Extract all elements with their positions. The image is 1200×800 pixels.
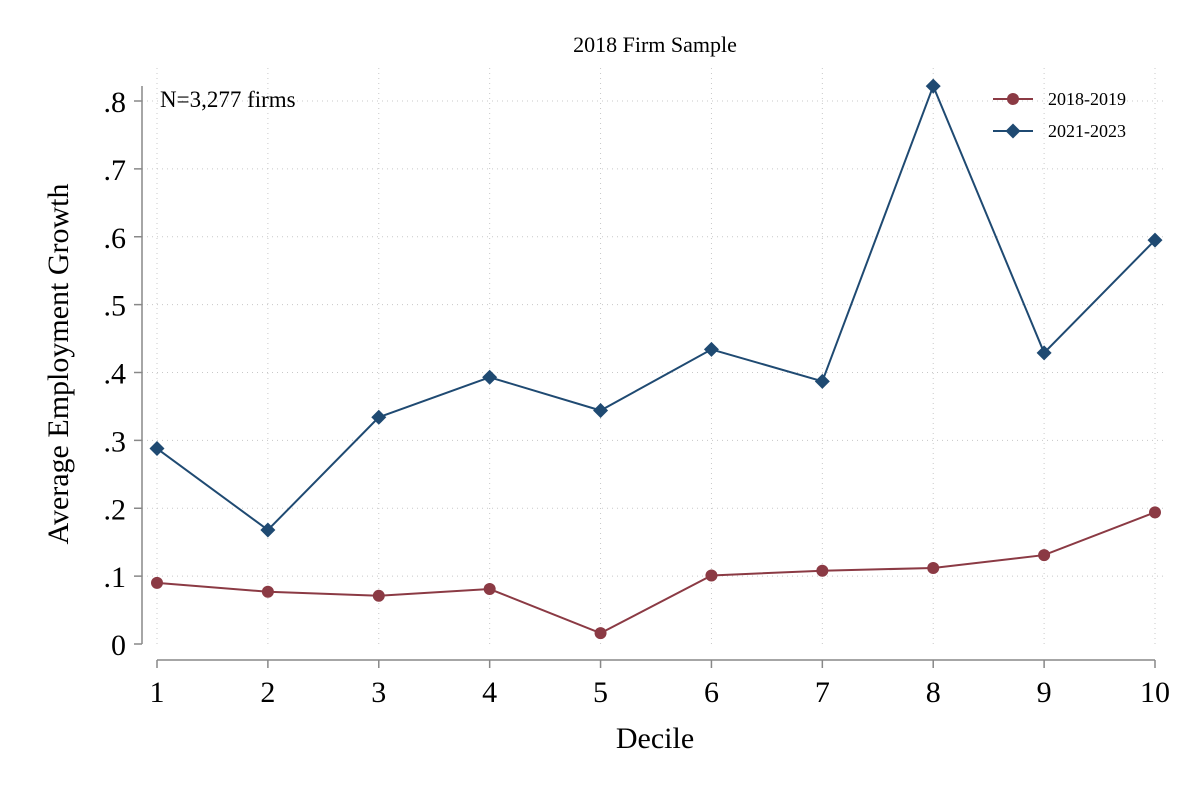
axes <box>134 86 1156 668</box>
data-point-circle <box>151 576 163 589</box>
x-tick-label: 7 <box>815 676 830 709</box>
legend-marker-circle <box>1007 93 1019 105</box>
y-tick-label: .1 <box>104 561 127 594</box>
data-point-circle <box>1038 549 1051 562</box>
y-tick-label: .4 <box>104 358 127 391</box>
x-tick-label: 4 <box>482 676 497 709</box>
series-line <box>156 83 1156 532</box>
x-tick-label: 1 <box>150 676 165 709</box>
data-point-circle <box>483 583 496 596</box>
y-tick-label: .5 <box>104 290 127 323</box>
grid-lines <box>142 68 1165 644</box>
x-tick-label: 5 <box>593 676 608 709</box>
data-point-diamond <box>814 373 830 389</box>
data-point-diamond <box>925 78 941 94</box>
data-point-circle <box>372 589 385 602</box>
data-point-circle <box>1149 506 1161 519</box>
data-point-circle <box>816 564 829 577</box>
data-point-diamond <box>1147 232 1163 248</box>
data-point-diamond <box>703 341 719 357</box>
series-line <box>156 511 1156 635</box>
y-tick-label: .3 <box>104 425 127 458</box>
y-tick-label: .8 <box>104 86 127 119</box>
data-point-diamond <box>1036 345 1052 361</box>
x-axis-label: Decile <box>616 722 694 755</box>
legend-label: 2021-2023 <box>1048 121 1126 141</box>
x-tick-label: 2 <box>260 676 275 709</box>
tick-labels: 0 .1 .2 .3 .4 .5 .6 .7 .8 1 2 3 4 5 6 7 8 9 10 <box>104 86 1171 709</box>
series-2018-2019 <box>151 506 1161 640</box>
legend: 2018-2019 2021-2023 <box>993 89 1126 141</box>
x-tick-label: 3 <box>371 676 386 709</box>
legend-entry: 2018-2019 <box>993 89 1126 109</box>
y-axis-label: Average Employment Growth <box>42 183 75 544</box>
data-point-circle <box>594 627 607 640</box>
data-point-circle <box>705 569 718 582</box>
x-tick-label: 9 <box>1037 676 1052 709</box>
legend-label: 2018-2019 <box>1048 89 1126 109</box>
series-2021-2023 <box>149 78 1163 538</box>
legend-entry: 2021-2023 <box>993 121 1126 141</box>
y-tick-label: .7 <box>104 154 127 187</box>
y-tick-label: 0 <box>111 629 126 662</box>
legend-marker-diamond <box>1005 123 1021 139</box>
data-point-diamond <box>149 441 165 457</box>
data-series <box>149 78 1163 640</box>
y-tick-label: .2 <box>104 493 127 526</box>
x-tick-label: 10 <box>1140 676 1170 709</box>
chart-title: 2018 Firm Sample <box>573 32 737 57</box>
x-tick-label: 6 <box>704 676 719 709</box>
data-point-diamond <box>593 403 609 419</box>
x-tick-label: 8 <box>926 676 941 709</box>
data-point-diamond <box>260 522 276 538</box>
data-point-diamond <box>482 369 498 385</box>
data-point-circle <box>927 561 940 574</box>
sample-size-annotation: N=3,277 firms <box>160 87 296 112</box>
y-tick-label: .6 <box>104 222 127 255</box>
data-point-diamond <box>371 409 387 425</box>
data-point-circle <box>261 585 274 598</box>
